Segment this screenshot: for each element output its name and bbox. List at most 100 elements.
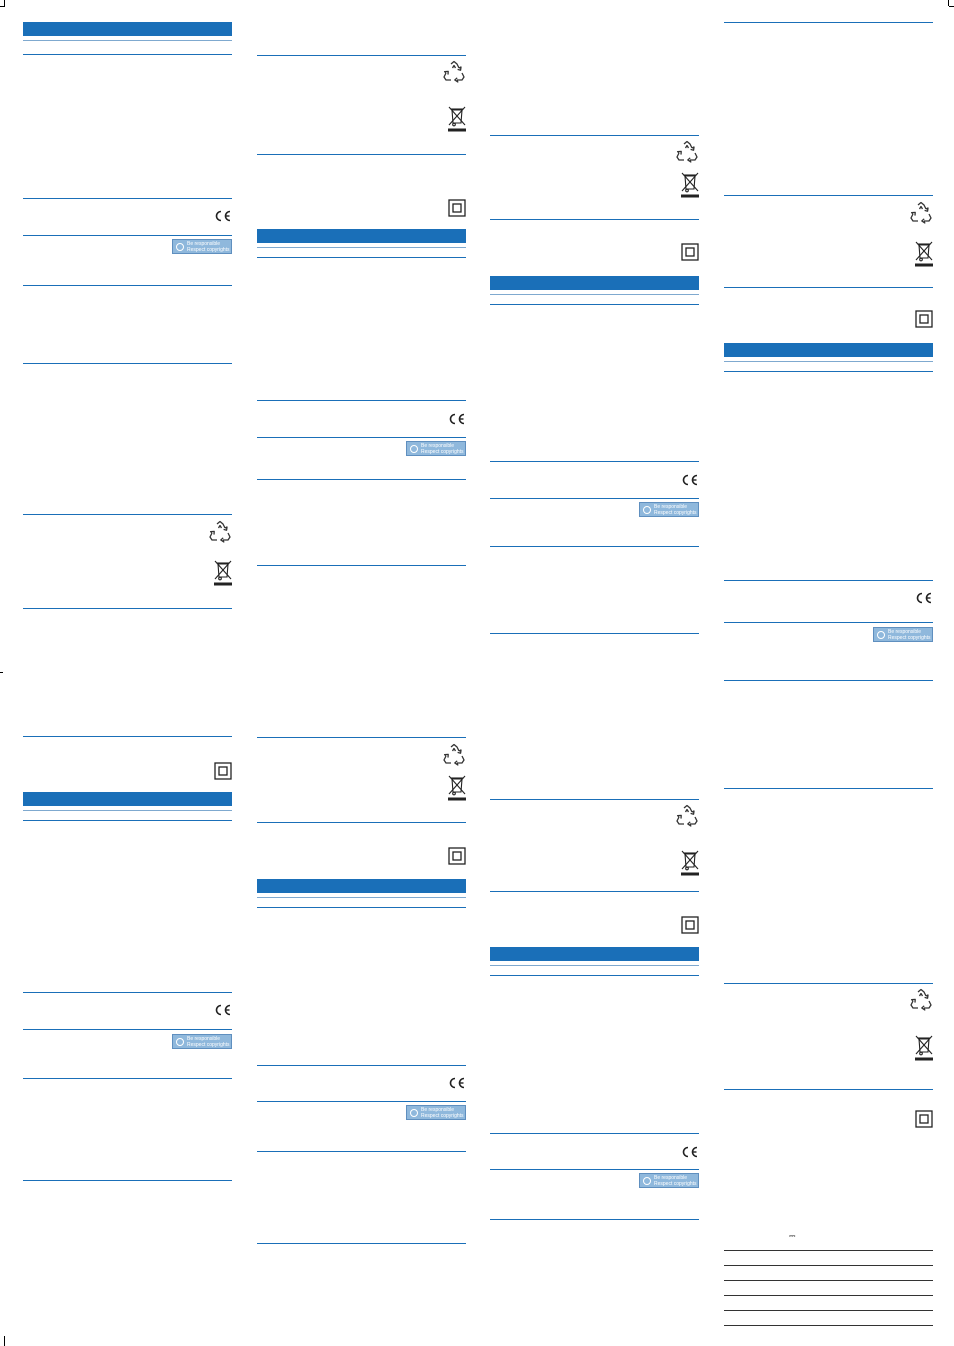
ce-mark-icon [214,1004,232,1016]
section-rule [23,736,232,737]
badge-line-1: Be responsible [421,443,455,449]
double-insulation-icon [448,199,466,217]
section-rule [257,247,466,248]
crop-mark [4,1336,5,1346]
copyright-circle-icon [643,506,651,514]
crossed-out-wheelie-bin-icon [214,560,232,586]
crop-mark [0,672,3,673]
section-rule [23,514,232,515]
copyright-circle-icon [176,1038,184,1046]
badge-line-1: Be responsible [421,1107,455,1113]
section-rule [724,22,933,23]
ce-mark-icon [681,1146,699,1158]
section-header-bar [724,343,933,357]
recycle-icon [442,60,466,84]
section-rule [257,55,466,56]
section-rule [257,897,466,898]
section-rule [257,1065,466,1066]
recycle-icon [442,743,466,767]
respect-copyrights-badge: Be responsible Respect copyrights [172,239,232,254]
double-insulation-icon [915,310,933,328]
badge-line-2: Respect copyrights [654,510,697,516]
crossed-out-wheelie-bin-icon [448,106,466,132]
section-rule [724,195,933,196]
section-rule [490,546,699,547]
section-rule [23,285,232,286]
section-rule [724,680,933,681]
section-rule [724,983,933,984]
respect-copyrights-badge: Be responsible Respect copyrights [172,1034,232,1049]
section-rule [724,788,933,789]
crossed-out-wheelie-bin-icon [681,850,699,876]
section-rule [23,54,232,55]
section-rule [724,371,933,372]
double-insulation-icon [214,762,232,780]
crossed-out-wheelie-bin-icon [915,1035,933,1061]
column-4: Be responsible Respect copyrights ⎓ [724,0,933,1346]
double-insulation-icon [448,847,466,865]
badge-line-2: Respect copyrights [187,1042,230,1048]
section-rule [490,304,699,305]
crop-mark [949,6,954,7]
column-3: Be responsible Respect copyrights Be resp… [490,0,699,1346]
respect-copyrights-badge: Be responsible Respect copyrights [639,502,699,517]
respect-copyrights-badge: Be responsible Respect copyrights [406,1105,466,1120]
spec-table-rule [724,1295,933,1296]
section-rule [490,461,699,462]
crop-mark [4,0,5,6]
section-rule [724,1089,933,1090]
section-header-bar [257,879,466,893]
section-rule [257,154,466,155]
section-rule [23,363,232,364]
column-1: Be responsible Respect copyrights Be resp… [23,0,232,1346]
section-rule [23,40,232,41]
crop-mark [948,0,949,6]
double-insulation-icon [681,916,699,934]
section-rule [23,1180,232,1181]
section-rule [257,257,466,258]
recycle-icon [909,201,933,225]
badge-line-1: Be responsible [187,1036,221,1042]
section-rule [490,891,699,892]
section-rule [490,633,699,634]
copyright-circle-icon [877,631,885,639]
copyright-circle-icon [643,1177,651,1185]
section-rule [724,580,933,581]
section-rule [257,737,466,738]
section-rule [490,1133,699,1134]
section-rule [490,1169,699,1170]
section-rule [23,1078,232,1079]
spec-table-rule [724,1250,933,1251]
section-rule [257,479,466,480]
badge-line-2: Respect copyrights [187,247,230,253]
section-header-bar [257,229,466,243]
crossed-out-wheelie-bin-icon [681,172,699,198]
section-rule [257,907,466,908]
section-rule [490,135,699,136]
section-header-bar [490,947,699,961]
respect-copyrights-badge: Be responsible Respect copyrights [873,627,933,642]
section-rule [257,1101,466,1102]
respect-copyrights-badge: Be responsible Respect copyrights [406,441,466,456]
section-rule [490,1219,699,1220]
section-rule [23,1029,232,1030]
section-rule [23,992,232,993]
section-rule [490,799,699,800]
recycle-icon [675,804,699,828]
crossed-out-wheelie-bin-icon [915,241,933,267]
section-header-bar [23,22,232,36]
section-header-bar [490,276,699,290]
ce-mark-icon [448,413,466,425]
ce-mark-icon [681,474,699,486]
spec-table-rule [724,1280,933,1281]
ce-mark-icon [448,1077,466,1089]
copyright-circle-icon [410,445,418,453]
crossed-out-wheelie-bin-icon [448,775,466,801]
section-rule [257,437,466,438]
section-rule [257,1243,466,1244]
badge-line-2: Respect copyrights [888,635,931,641]
dc-symbol: ⎓ [789,1231,796,1240]
badge-line-1: Be responsible [654,504,688,510]
section-rule [490,498,699,499]
section-rule [23,820,232,821]
